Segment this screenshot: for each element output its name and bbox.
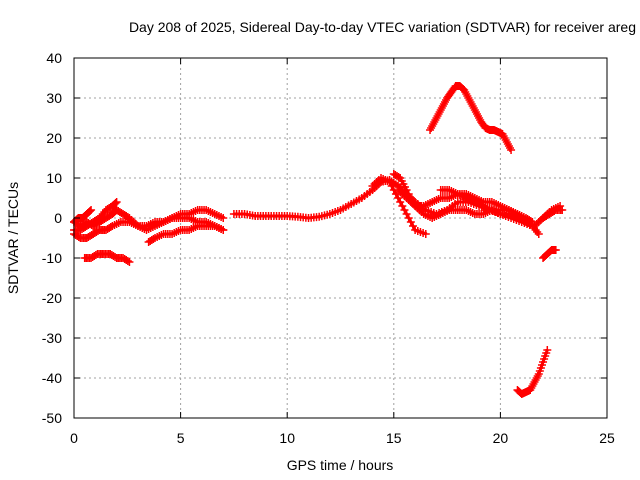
series-arc-15: [539, 206, 567, 222]
data-point: [543, 346, 552, 354]
series-arc-6: [80, 250, 134, 266]
x-tick-label: 0: [70, 430, 78, 446]
data-point: [558, 206, 567, 214]
y-tick-label: 0: [54, 210, 62, 226]
data-point: [219, 226, 228, 234]
data-point: [551, 246, 560, 254]
y-tick-label: -10: [42, 250, 62, 266]
series-arc-8: [368, 174, 430, 238]
plot-frame: [73, 57, 608, 419]
y-tick-label: -40: [42, 370, 62, 386]
y-tick-label: -50: [42, 410, 62, 426]
x-tick-label: 20: [493, 430, 509, 446]
y-axis-label: SDTVAR / TECUs: [5, 182, 21, 294]
x-tick-label: 15: [386, 430, 402, 446]
axis-ticks: [73, 57, 608, 419]
y-tick-label: 10: [46, 170, 62, 186]
tick-labels: 0 5 10 15 20 25 40 30 20 10 0 -10 -20 -30 -40 -50: [42, 50, 615, 446]
data-point: [219, 214, 228, 222]
y-tick-label: -20: [42, 290, 62, 306]
chart-title: Day 208 of 2025, Sidereal Day-to-day VTE…: [129, 19, 636, 35]
data-point: [534, 230, 543, 238]
series-arc-5: [144, 222, 228, 246]
data-point: [111, 199, 120, 207]
data-point: [87, 206, 96, 214]
data-point: [125, 258, 134, 266]
data-point: [507, 146, 516, 154]
y-tick-label: 40: [46, 50, 62, 66]
series-arc-12: [426, 82, 516, 154]
x-tick-label: 5: [177, 430, 185, 446]
data-point: [421, 230, 430, 238]
data-point: [85, 207, 94, 215]
y-tick-label: 20: [46, 130, 62, 146]
x-axis-label: GPS time / hours: [287, 457, 394, 473]
data-point: [112, 198, 121, 206]
x-tick-label: 10: [279, 430, 295, 446]
y-tick-label: -30: [42, 330, 62, 346]
series-arc-13: [513, 346, 552, 398]
x-tick-label: 25: [599, 430, 615, 446]
grid: [74, 58, 607, 418]
y-tick-label: 30: [46, 90, 62, 106]
series-layer: [70, 82, 567, 398]
series-arc-14: [539, 246, 560, 262]
series-arc-2: [70, 198, 121, 234]
data-point: [123, 257, 132, 265]
